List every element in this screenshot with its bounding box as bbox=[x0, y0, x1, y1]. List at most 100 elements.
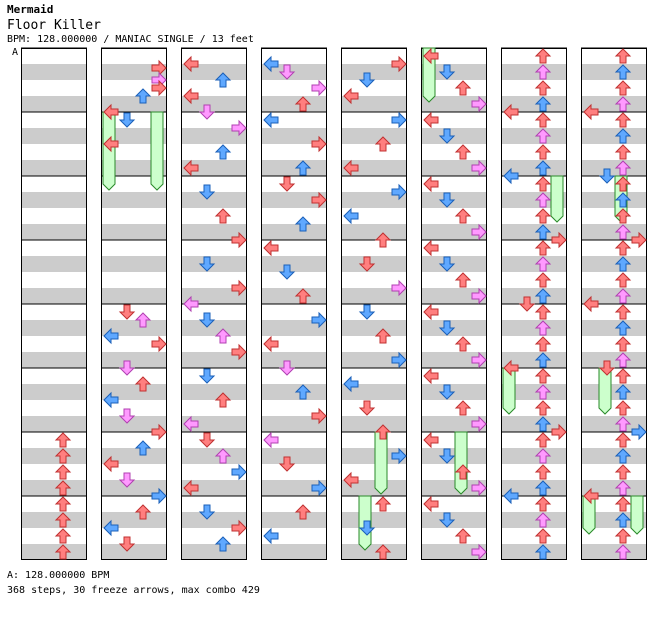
beat-stripe bbox=[341, 96, 407, 112]
beat-stripe bbox=[341, 320, 407, 336]
beat-stripe bbox=[21, 64, 87, 80]
freeze-arrow bbox=[422, 47, 436, 103]
beat-stripe bbox=[581, 192, 647, 208]
beat-stripe bbox=[341, 128, 407, 144]
beat-stripe bbox=[421, 416, 487, 432]
beat-stripe bbox=[421, 480, 487, 496]
beat-stripe bbox=[501, 128, 567, 144]
beat-stripe bbox=[341, 224, 407, 240]
beat-stripe bbox=[421, 288, 487, 304]
beat-stripe bbox=[341, 480, 407, 496]
chart-info: BPM: 128.000000 / MANIAC SINGLE / 13 fee… bbox=[7, 34, 254, 45]
step-chart bbox=[21, 47, 647, 560]
column-border bbox=[421, 48, 487, 560]
beat-stripe bbox=[421, 224, 487, 240]
beat-stripe bbox=[181, 128, 247, 144]
beat-stripe bbox=[341, 544, 407, 560]
beat-stripe bbox=[341, 64, 407, 80]
beat-stripe bbox=[501, 384, 567, 400]
beat-stripe bbox=[261, 384, 327, 400]
beat-stripe bbox=[21, 544, 87, 560]
beat-stripe bbox=[581, 448, 647, 464]
beat-stripe bbox=[101, 192, 167, 208]
beat-stripe bbox=[421, 96, 487, 112]
bpm-marker: A bbox=[12, 47, 19, 58]
beat-stripe bbox=[341, 512, 407, 528]
beat-stripe bbox=[581, 160, 647, 176]
beat-stripe bbox=[581, 224, 647, 240]
beat-stripe bbox=[101, 256, 167, 272]
beat-stripe bbox=[261, 192, 327, 208]
beat-stripe bbox=[501, 512, 567, 528]
beat-stripe bbox=[261, 512, 327, 528]
beat-stripe bbox=[21, 160, 87, 176]
beat-stripe bbox=[181, 384, 247, 400]
beat-stripe bbox=[101, 384, 167, 400]
footer-stats: 368 steps, 30 freeze arrows, max combo 4… bbox=[7, 585, 260, 596]
freeze-arrow bbox=[150, 111, 164, 191]
beat-stripe bbox=[101, 320, 167, 336]
beat-stripe bbox=[261, 256, 327, 272]
beat-stripe bbox=[181, 416, 247, 432]
beat-stripe bbox=[181, 64, 247, 80]
column-border bbox=[21, 48, 87, 560]
beat-stripe bbox=[181, 480, 247, 496]
column-border bbox=[341, 48, 407, 560]
beat-stripe bbox=[261, 96, 327, 112]
beat-stripe bbox=[21, 512, 87, 528]
beat-stripe bbox=[101, 480, 167, 496]
beat-stripe bbox=[101, 416, 167, 432]
beat-stripe bbox=[181, 448, 247, 464]
beat-stripe bbox=[181, 544, 247, 560]
beat-stripe bbox=[501, 224, 567, 240]
freeze-arrow bbox=[598, 367, 612, 415]
beat-stripe bbox=[501, 352, 567, 368]
beat-stripe bbox=[21, 224, 87, 240]
beat-stripe bbox=[501, 160, 567, 176]
beat-stripe bbox=[341, 192, 407, 208]
beat-stripe bbox=[581, 384, 647, 400]
beat-stripe bbox=[341, 448, 407, 464]
column-border bbox=[501, 48, 567, 560]
beat-stripe bbox=[421, 160, 487, 176]
beat-stripe bbox=[341, 384, 407, 400]
chart-column bbox=[341, 47, 407, 560]
freeze-arrow bbox=[454, 431, 468, 495]
beat-stripe bbox=[581, 416, 647, 432]
beat-stripe bbox=[581, 256, 647, 272]
beat-stripe bbox=[21, 96, 87, 112]
beat-stripe bbox=[101, 288, 167, 304]
beat-stripe bbox=[341, 352, 407, 368]
beat-stripe bbox=[21, 192, 87, 208]
beat-stripe bbox=[581, 320, 647, 336]
beat-stripe bbox=[21, 448, 87, 464]
beat-stripe bbox=[501, 448, 567, 464]
freeze-arrow bbox=[102, 111, 116, 191]
beat-stripe bbox=[261, 224, 327, 240]
beat-stripe bbox=[101, 352, 167, 368]
beat-stripe bbox=[501, 256, 567, 272]
beat-stripe bbox=[581, 352, 647, 368]
beat-stripe bbox=[21, 256, 87, 272]
beat-stripe bbox=[421, 352, 487, 368]
freeze-arrow bbox=[502, 367, 516, 415]
beat-stripe bbox=[581, 128, 647, 144]
beat-stripe bbox=[181, 160, 247, 176]
beat-stripe bbox=[21, 288, 87, 304]
beat-stripe bbox=[101, 224, 167, 240]
beat-stripe bbox=[101, 544, 167, 560]
beat-stripe bbox=[261, 480, 327, 496]
freeze-arrow bbox=[550, 175, 564, 223]
beat-stripe bbox=[581, 64, 647, 80]
freeze-arrow bbox=[630, 495, 644, 535]
beat-stripe bbox=[181, 224, 247, 240]
beat-stripe bbox=[501, 480, 567, 496]
beat-stripe bbox=[21, 128, 87, 144]
column-border bbox=[101, 48, 167, 560]
beat-stripe bbox=[181, 96, 247, 112]
beat-stripe bbox=[501, 64, 567, 80]
footer-bpm: A: 128.000000 BPM bbox=[7, 570, 110, 581]
beat-stripe bbox=[21, 480, 87, 496]
beat-stripe bbox=[501, 544, 567, 560]
beat-stripe bbox=[101, 448, 167, 464]
